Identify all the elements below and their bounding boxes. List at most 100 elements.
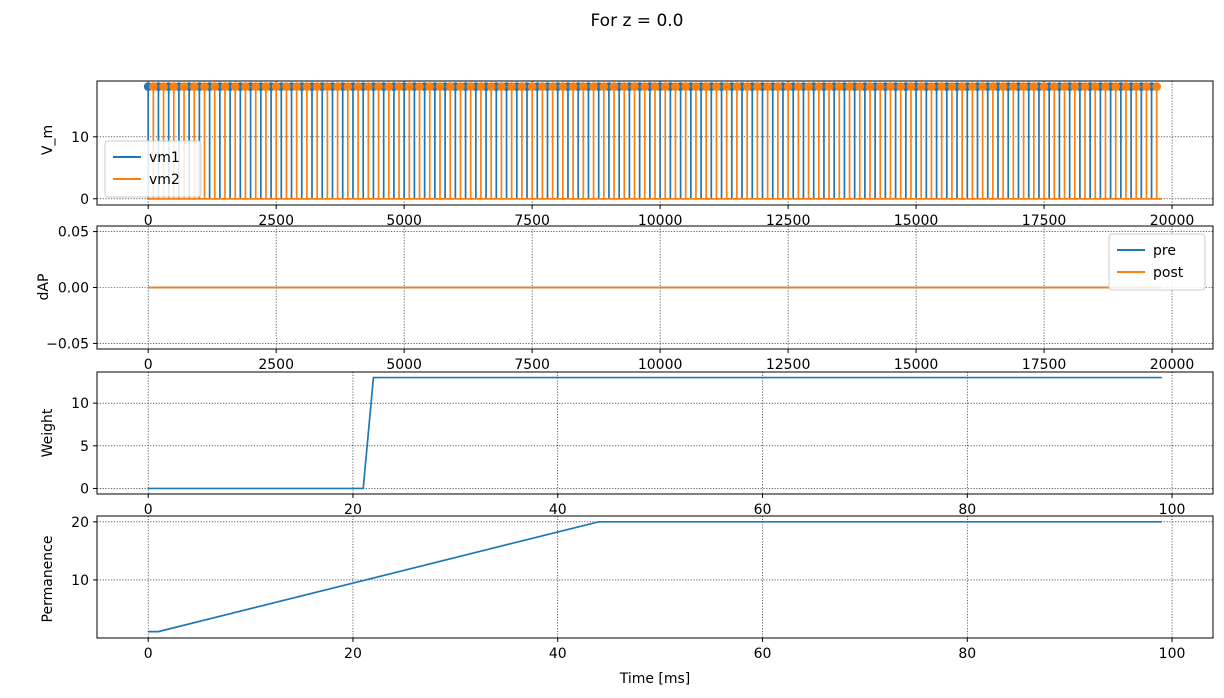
spike-marker-vm2: [855, 82, 865, 91]
spike-marker-vm2: [1029, 82, 1039, 91]
x-tick-label: 20000: [1150, 357, 1195, 373]
x-tick-label: 5000: [386, 213, 422, 229]
x-tick-label: 17500: [1022, 213, 1067, 229]
spike-marker-vm2: [794, 82, 803, 91]
y-tick-label: 10: [71, 130, 89, 146]
spike-marker-vm2: [609, 82, 619, 91]
spike-marker-vm2: [230, 82, 240, 91]
spike-marker-vm2: [302, 82, 312, 91]
spike-marker-vm2: [906, 82, 916, 91]
x-tick-label: 60: [754, 646, 772, 662]
legend-box: [1108, 233, 1206, 291]
spike-marker-vm2: [742, 82, 752, 91]
spike-marker-vm2: [978, 82, 987, 91]
permanence-subplot: Permanence Time [ms] 0 20 40 60 80 100 10 20: [40, 515, 1214, 687]
spike-marker-vm2: [517, 82, 527, 91]
spike-marker-vm2: [1050, 82, 1059, 91]
spike-marker-vm2: [548, 82, 557, 91]
x-tick-label: 7500: [514, 357, 550, 373]
spike-marker-vm2: [701, 82, 711, 91]
spike-marker-vm2: [1080, 82, 1090, 91]
spike-marker-vm2: [282, 82, 291, 91]
spike-marker-vm2: [732, 82, 742, 91]
spike-marker-vm2: [169, 82, 179, 91]
spike-marker-vm2: [804, 82, 813, 91]
spike-marker-vm2: [159, 82, 168, 91]
spike-marker-vm2: [1152, 82, 1161, 91]
spike-marker-vm2: [292, 82, 301, 91]
y-tick-label: −0.05: [46, 336, 89, 352]
spike-marker-vm2: [210, 82, 220, 91]
x-tick-label: 12500: [766, 357, 811, 373]
x-tick-label: 60: [754, 502, 772, 518]
x-tick-label: 0: [144, 213, 153, 229]
spike-marker-vm2: [1090, 82, 1100, 91]
spike-marker-vm2: [476, 82, 486, 91]
spike-marker-vm2: [783, 82, 793, 91]
y-tick-label: 0: [80, 192, 89, 208]
spike-marker-vm2: [568, 82, 578, 91]
spike-marker-vm2: [1131, 82, 1141, 91]
axes-frame: [96, 371, 1214, 495]
spike-marker-vm2: [1142, 82, 1151, 91]
spike-marker-vm2: [630, 82, 639, 91]
spike-marker-vm2: [763, 82, 772, 91]
spike-marker-vm2: [753, 82, 762, 91]
x-tick-label: 17500: [1022, 357, 1067, 373]
spike-marker-vm2: [896, 82, 906, 91]
dap-ylabel: dAP: [36, 274, 52, 301]
axes-frame: [96, 515, 1214, 639]
spike-marker-vm2: [527, 82, 537, 91]
spike-marker-vm2: [466, 82, 476, 91]
x-tick-label: 7500: [514, 213, 550, 229]
spike-marker-vm2: [660, 82, 670, 91]
spike-marker-vm2: [691, 82, 701, 91]
spike-marker-vm2: [435, 82, 445, 91]
spike-marker-vm2: [681, 82, 691, 91]
spike-marker-vm2: [722, 82, 731, 91]
x-tick-label: 2500: [258, 213, 294, 229]
spike-marker-vm2: [619, 82, 629, 91]
spike-marker-vm2: [1019, 82, 1028, 91]
spike-marker-vm2: [671, 82, 680, 91]
legend-label-vm1: vm1: [149, 150, 180, 166]
spike-marker-vm2: [507, 82, 516, 91]
spike-marker-vm2: [497, 82, 506, 91]
x-tick-label: 20: [344, 502, 362, 518]
weight-ylabel: Weight: [40, 408, 56, 457]
spike-marker-vm2: [384, 82, 394, 91]
figure-suptitle: For z = 0.0: [591, 11, 684, 31]
spike-marker-vm2: [875, 82, 885, 91]
vm-ylabel: V_m: [40, 125, 56, 155]
x-tick-label: 20000: [1150, 213, 1195, 229]
y-tick-label: 10: [71, 396, 89, 412]
spike-marker-vm2: [814, 82, 824, 91]
spike-marker-vm2: [1039, 82, 1049, 91]
spike-marker-vm2: [179, 82, 189, 91]
legend-label-post: post: [1153, 265, 1184, 281]
x-tick-label: 5000: [386, 357, 422, 373]
spike-marker-vm2: [220, 82, 230, 91]
dap-subplot: dAP 0 2500 5000 7500 10000 12500 15000 17500 200…: [36, 225, 1214, 373]
y-tick-label: 0.00: [58, 281, 89, 297]
legend-label-pre: pre: [1153, 243, 1176, 259]
spike-marker-vm2: [343, 82, 353, 91]
spike-marker-vm2: [1009, 82, 1018, 91]
y-tick-label: 20: [71, 515, 89, 531]
spike-marker-vm2: [1070, 82, 1080, 91]
x-tick-label: 100: [1159, 646, 1186, 662]
x-tick-label: 15000: [894, 357, 939, 373]
series-line-series0: [148, 376, 1162, 490]
spike-marker-vm2: [589, 82, 598, 91]
spike-marker-vm2: [927, 82, 936, 91]
spike-marker-vm2: [364, 82, 373, 91]
spike-marker-vm2: [773, 82, 783, 91]
spike-marker-vm2: [650, 82, 660, 91]
spike-marker-vm2: [425, 82, 435, 91]
spike-marker-vm2: [640, 82, 650, 91]
spike-marker-vm2: [415, 82, 424, 91]
spike-marker-vm2: [251, 82, 260, 91]
spike-marker-vm2: [404, 82, 414, 91]
legend: pre post: [1108, 233, 1206, 291]
